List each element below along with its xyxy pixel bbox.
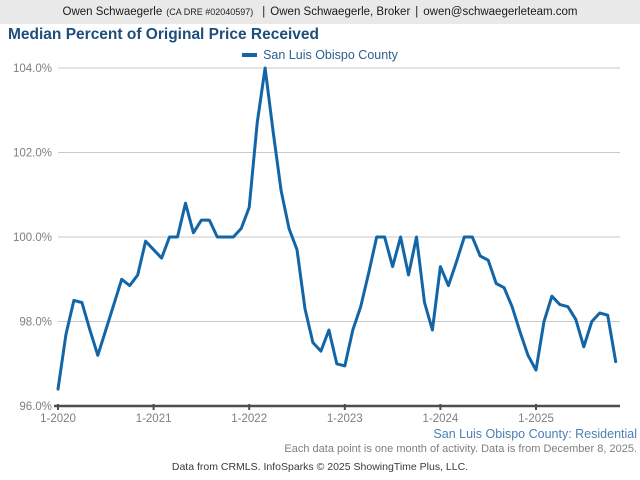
agent-email: owen@schwaegerleteam.com xyxy=(423,6,578,18)
agent-name: Owen Schwaegerle xyxy=(62,6,163,18)
y-axis-tick-label: 102.0% xyxy=(13,148,52,160)
legend: San Luis Obispo County xyxy=(0,47,640,62)
y-axis-tick-label: 96.0% xyxy=(19,401,52,413)
x-axis-tick-label: 1-2021 xyxy=(136,413,172,425)
header-bar: Owen Schwaegerle (CA DRE #02040597) | Ow… xyxy=(0,0,640,24)
chart-title: Median Percent of Original Price Receive… xyxy=(8,26,319,43)
x-axis-tick-label: 1-2025 xyxy=(518,413,554,425)
y-axis-tick-label: 104.0% xyxy=(13,63,52,75)
legend-label: San Luis Obispo County xyxy=(263,47,398,62)
data-note: Each data point is one month of activity… xyxy=(284,443,637,455)
y-axis-tick-label: 98.0% xyxy=(19,317,52,329)
legend-line-swatch xyxy=(242,52,258,57)
attribution-note: Data from CRMLS. InfoSparks © 2025 Showi… xyxy=(171,461,469,473)
y-axis-tick-label: 100.0% xyxy=(13,232,52,244)
agent-license: (CA DRE #02040597) xyxy=(166,7,254,17)
series-line-san-luis-obispo-county xyxy=(56,66,618,391)
broker-title: Owen Schwaegerle, Broker xyxy=(270,6,411,18)
x-axis-tick-label: 1-2020 xyxy=(40,413,76,425)
x-axis-tick-label: 1-2024 xyxy=(422,413,458,425)
header-divider: | xyxy=(262,6,266,18)
x-axis-tick-label: 1-2023 xyxy=(327,413,363,425)
x-axis-tick-label: 1-2022 xyxy=(231,413,267,425)
header-divider: | xyxy=(415,6,419,18)
series-context-label: San Luis Obispo County: Residential xyxy=(433,427,637,441)
